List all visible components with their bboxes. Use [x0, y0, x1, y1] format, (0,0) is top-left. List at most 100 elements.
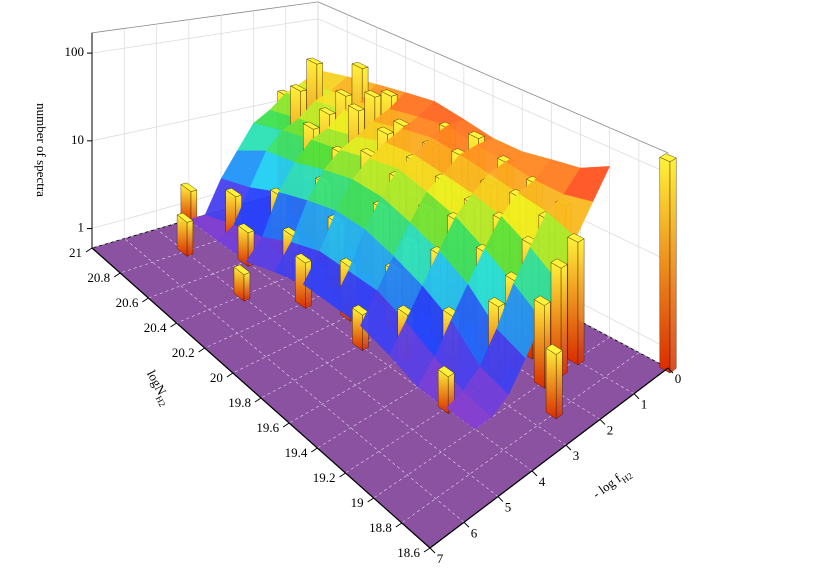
- bar-top: [467, 131, 485, 139]
- bar-top: [567, 233, 585, 243]
- bar-face: [545, 347, 557, 420]
- bar-face: [352, 307, 363, 351]
- f-tick: [497, 496, 504, 502]
- f-tick-label: 5: [505, 500, 512, 515]
- bar: [545, 343, 563, 420]
- bar-top: [335, 89, 353, 97]
- n-tick-label: 19.8: [228, 395, 251, 410]
- f-tick-label: 3: [573, 448, 580, 463]
- bar-top: [545, 343, 563, 355]
- f-tick-label: 1: [641, 397, 648, 412]
- bar-top: [302, 121, 320, 130]
- n-tick: [395, 522, 403, 528]
- bar-top: [176, 212, 194, 223]
- bar-top: [233, 264, 251, 276]
- n-tick-label: 20: [210, 370, 223, 385]
- n-tick: [339, 472, 346, 478]
- n-tick: [311, 447, 318, 453]
- f-tick: [633, 393, 640, 400]
- bar-top: [437, 365, 455, 378]
- n-axis-title: logNH2: [141, 367, 174, 408]
- n-axis-title-main: logN: [144, 367, 170, 398]
- bar-top: [488, 296, 505, 308]
- bar: [294, 253, 312, 309]
- n-tick-label: 18.6: [397, 545, 420, 560]
- bar-top: [180, 182, 198, 192]
- bar-face: [556, 350, 563, 420]
- bar: [567, 233, 585, 366]
- f-tick: [667, 367, 674, 374]
- bar-face: [669, 157, 677, 374]
- bar-top: [550, 258, 568, 269]
- n-tick-label: 20.2: [172, 345, 195, 360]
- f-axis-title: - log fH2: [589, 464, 634, 504]
- floor-grid-line: [176, 228, 406, 324]
- n-tick: [142, 297, 149, 303]
- n-tick-label: 20.8: [87, 270, 110, 285]
- floor-grid-line: [401, 352, 640, 524]
- f-tick: [463, 521, 470, 528]
- n-tick-label: 19.4: [285, 445, 308, 460]
- bar-face: [577, 238, 585, 366]
- n-tick: [254, 397, 262, 403]
- n-tick-label: 19.2: [313, 470, 336, 485]
- n-tick: [198, 347, 205, 353]
- n-tick: [113, 272, 121, 278]
- f-tick-label: 6: [471, 525, 478, 540]
- bar-face: [295, 255, 306, 309]
- f-tick-label: 4: [539, 474, 546, 489]
- n-axis-line: [91, 247, 431, 549]
- f-tick-label: 2: [607, 422, 614, 437]
- bar: [437, 365, 455, 415]
- n-tick-label: 18.8: [369, 520, 392, 535]
- n-axis-title-sub: H2: [154, 394, 168, 408]
- bar-top: [380, 89, 398, 97]
- bar-top: [318, 107, 337, 115]
- f-axis-title-main: - log f: [589, 470, 624, 501]
- bar: [233, 264, 251, 302]
- z-tick-label: 1: [78, 220, 85, 235]
- f-tick: [599, 419, 606, 425]
- n-tick-label: 20.6: [116, 295, 139, 310]
- bar-top: [364, 90, 382, 98]
- bar-face: [534, 299, 545, 389]
- floor-grid-line: [317, 305, 552, 449]
- floor-grid-line: [124, 238, 465, 523]
- z-axis-title: number of spectra: [34, 103, 49, 197]
- bar-face: [567, 236, 579, 366]
- f-tick-label: 0: [675, 371, 682, 386]
- floor-grid-line: [156, 228, 499, 497]
- bar: [659, 153, 677, 374]
- bar-top: [533, 295, 551, 306]
- n-tick: [367, 497, 374, 503]
- bar-top: [659, 153, 677, 163]
- bar-face: [438, 369, 449, 415]
- z-tick-label: 100: [65, 44, 85, 59]
- axes: 11010018.618.81919.219.419.619.82020.220…: [65, 32, 682, 566]
- n-tick: [85, 247, 93, 253]
- bar-top: [351, 62, 369, 69]
- bar-face: [659, 156, 671, 374]
- n-tick-label: 20.4: [144, 320, 167, 335]
- f-tick: [531, 470, 538, 477]
- bar-top: [225, 187, 243, 198]
- bar: [176, 212, 194, 257]
- bar-top: [347, 103, 365, 112]
- floor-grid-line: [120, 197, 348, 274]
- bar-top: [306, 57, 324, 65]
- z-tick-label: 10: [71, 132, 84, 147]
- n-tick-label: 19: [351, 495, 364, 510]
- f-tick: [429, 547, 436, 554]
- n-tick: [423, 547, 431, 553]
- f-tick: [565, 444, 572, 451]
- n-tick: [226, 372, 234, 378]
- f-tick-label: 7: [437, 551, 444, 566]
- n-tick: [282, 422, 290, 428]
- n-tick-label: 19.6: [256, 420, 279, 435]
- bar-top: [237, 223, 255, 234]
- bar-top: [376, 126, 394, 135]
- f-axis-line: [429, 367, 669, 549]
- bar-top: [294, 253, 312, 264]
